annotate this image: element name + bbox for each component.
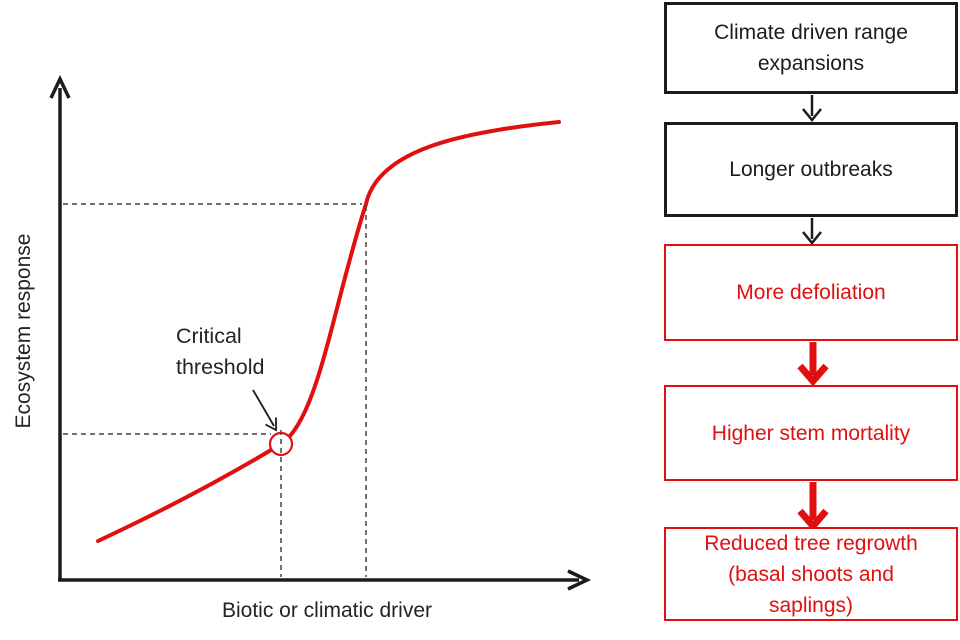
flow-arrow-2: [802, 218, 822, 245]
critical-threshold-label: Critical threshold: [176, 324, 265, 379]
flow-node-higher-stem-mortality: Higher stem mortality: [664, 385, 958, 481]
flow-arrow-3: [797, 342, 829, 387]
flow-arrow-2-head-icon: [802, 231, 822, 245]
flow-node-label: Reduced tree regrowth (basal shoots and …: [704, 531, 918, 617]
flow-arrow-3-head-icon: [797, 363, 829, 387]
guide-lines: [63, 203, 367, 577]
y-axis: [49, 74, 71, 580]
flow-node-label: Longer outbreaks: [729, 158, 893, 181]
flow-node-more-defoliation: More defoliation: [664, 244, 958, 341]
flow-node-label: Climate driven range expansions: [714, 21, 908, 75]
flow-node-longer-outbreaks: Longer outbreaks: [664, 122, 958, 217]
flow-node-label: More defoliation: [736, 281, 886, 304]
x-axis-arrowhead-icon: [567, 569, 592, 591]
flow-node-label: Higher stem mortality: [711, 421, 911, 445]
flow-arrow-1: [802, 95, 822, 122]
flow-arrow-4-head-icon: [797, 508, 829, 532]
flow-node-reduced-tree-regrowth: Reduced tree regrowth (basal shoots and …: [664, 527, 958, 621]
flow-node-climate-range-expansions: Climate driven range expansions: [664, 2, 958, 94]
x-axis: [58, 569, 592, 591]
annotation-arrowhead-icon: [265, 417, 277, 432]
flow-arrow-4: [797, 482, 829, 532]
y-axis-arrowhead-icon: [49, 74, 71, 99]
x-axis-label: Biotic or climatic driver: [221, 599, 433, 622]
flow-arrow-1-head-icon: [802, 108, 822, 122]
response-curve: [96, 120, 561, 543]
annotation-arrow: [252, 389, 277, 432]
y-axis-label: Ecosystem response: [12, 233, 35, 429]
